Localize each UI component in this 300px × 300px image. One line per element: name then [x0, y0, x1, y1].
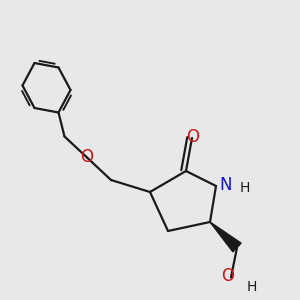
Text: O: O [221, 267, 235, 285]
Text: O: O [186, 128, 199, 146]
Text: O: O [80, 148, 93, 166]
Text: H: H [247, 280, 257, 294]
Text: N: N [219, 176, 232, 194]
Polygon shape [210, 222, 241, 252]
Text: H: H [239, 181, 250, 195]
